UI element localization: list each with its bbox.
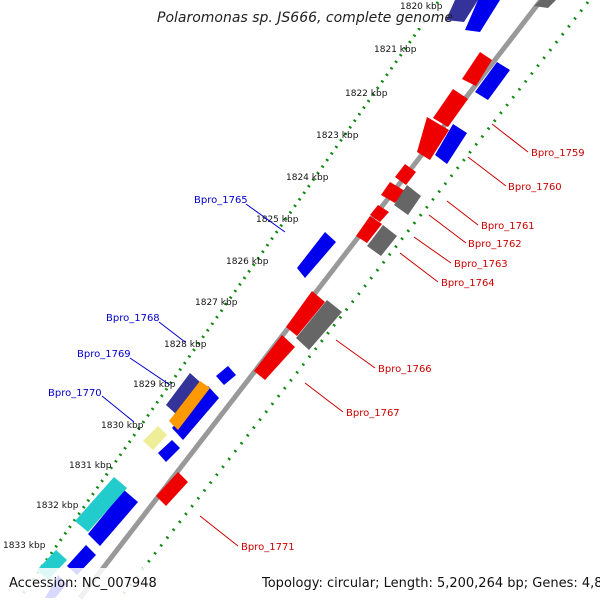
gene-label-bpro-1767[interactable]: Bpro_1767 xyxy=(346,408,400,419)
tick-label-1833: 1833 kbp xyxy=(3,541,46,551)
accession-text: Accession: NC_007948 xyxy=(9,576,157,591)
gene-label-bpro-1760[interactable]: Bpro_1760 xyxy=(508,182,562,193)
gene-label-bpro-1766[interactable]: Bpro_1766 xyxy=(378,364,432,375)
reverse-cds xyxy=(156,52,492,506)
gray-feature xyxy=(296,185,421,350)
tick-label-1832: 1832 kbp xyxy=(36,501,79,511)
tick-label-1824: 1824 kbp xyxy=(286,173,329,183)
gene-label-bpro-1765[interactable]: Bpro_1765 xyxy=(194,195,248,206)
outer-dotted-ring xyxy=(18,1,440,599)
tick-label-1830: 1830 kbp xyxy=(101,421,144,431)
tick-label-1831: 1831 kbp xyxy=(69,461,112,471)
tick-label-1821: 1821 kbp xyxy=(374,45,417,55)
title-background xyxy=(150,4,446,28)
tick-label-1829: 1829 kbp xyxy=(133,380,176,390)
tick-label-1823: 1823 kbp xyxy=(316,131,359,141)
reverse-label-leaders xyxy=(199,123,529,547)
tick-label-1827: 1827 kbp xyxy=(195,298,238,308)
gene-label-bpro-1763[interactable]: Bpro_1763 xyxy=(454,259,508,270)
gene-label-bpro-1762[interactable]: Bpro_1762 xyxy=(468,239,522,250)
gene-label-bpro-1771[interactable]: Bpro_1771 xyxy=(241,542,295,553)
reverse-gene-labels: Bpro_1759 Bpro_1760 Bpro_1761 Bpro_1762 … xyxy=(241,148,585,553)
gene-label-bpro-1769[interactable]: Bpro_1769 xyxy=(77,349,131,360)
footer-background xyxy=(0,568,600,600)
gene-feature xyxy=(446,0,556,32)
axis-ticks: 1821 kbp 1822 kbp 1823 kbp 1824 kbp 1825… xyxy=(3,45,417,551)
page-title: Polaromonas sp. JS666, complete genome xyxy=(157,10,453,26)
inner-dotted-ring xyxy=(118,1,590,599)
tick-label-1825: 1825 kbp xyxy=(256,215,299,225)
special-feature xyxy=(37,373,210,580)
tick-label-1822: 1822 kbp xyxy=(345,89,388,99)
gene-label-bpro-1764[interactable]: Bpro_1764 xyxy=(441,278,495,289)
forward-gene-labels: Bpro_1765 Bpro_1768 Bpro_1769 Bpro_1770 xyxy=(48,195,248,399)
gene-label-bpro-1761[interactable]: Bpro_1761 xyxy=(481,221,535,232)
tick-label-1828: 1828 kbp xyxy=(164,340,207,350)
tick-label-1826: 1826 kbp xyxy=(226,257,269,267)
gene-label-bpro-1770[interactable]: Bpro_1770 xyxy=(48,388,102,399)
forward-cds xyxy=(45,62,510,598)
gene-label-bpro-1768[interactable]: Bpro_1768 xyxy=(106,313,160,324)
gene-label-bpro-1759[interactable]: Bpro_1759 xyxy=(531,148,585,159)
genome-summary-text: Topology: circular; Length: 5,200,264 bp… xyxy=(261,576,600,591)
top-kbp-label: 1820 kbp xyxy=(400,2,443,12)
forward-label-leaders xyxy=(101,203,286,423)
